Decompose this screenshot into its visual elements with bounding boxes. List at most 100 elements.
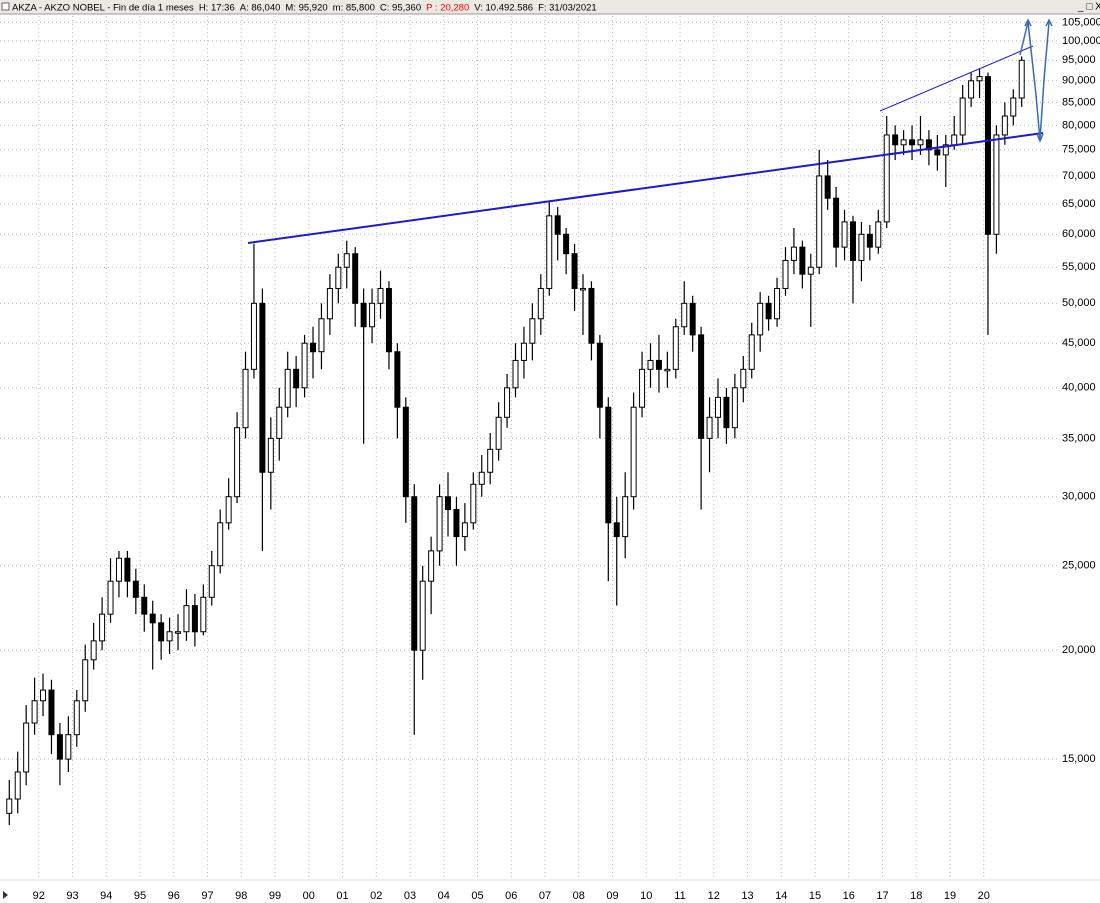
candle-body <box>115 557 122 582</box>
candle-body <box>428 550 435 582</box>
x-tick-label: 17 <box>876 890 888 902</box>
candle-body <box>48 689 55 736</box>
candle-body <box>731 387 738 429</box>
candle-body <box>208 565 215 598</box>
y-tick-label: 75,000 <box>1062 144 1096 156</box>
candle-body <box>487 448 494 473</box>
y-tick-label: 15,000 <box>1062 753 1096 765</box>
header-text: AKZA - AKZO NOBEL - Fin de día 1 meses H:… <box>12 2 597 13</box>
candle-body <box>655 359 662 370</box>
candle-body <box>799 246 806 275</box>
candle-body <box>512 359 519 389</box>
candle-body <box>866 233 873 248</box>
candle-body <box>318 318 325 353</box>
candle-body <box>369 302 376 328</box>
candle-body <box>23 722 30 773</box>
candle-body <box>183 605 190 633</box>
candle-body <box>875 221 882 248</box>
candle-body <box>807 266 814 275</box>
window-controls[interactable]: _ □ X <box>1077 2 1100 13</box>
y-tick-label: 45,000 <box>1062 337 1096 349</box>
y-tick-label: 80,000 <box>1062 119 1096 131</box>
candle-body <box>149 613 156 624</box>
x-tick-label: 00 <box>303 890 315 902</box>
x-tick-label: 18 <box>910 890 922 902</box>
y-tick-label: 95,000 <box>1062 54 1096 66</box>
candle-body <box>99 613 106 642</box>
candle-body <box>377 287 384 304</box>
header-field: C: 95,360 <box>380 2 421 13</box>
candle-body <box>470 483 477 524</box>
candle-body <box>402 406 409 498</box>
candle-body <box>73 700 80 736</box>
x-tick-label: 15 <box>809 890 821 902</box>
trend-line <box>247 132 1044 244</box>
candle-body <box>849 221 856 261</box>
header-icon <box>1 2 10 11</box>
candle-body <box>234 427 241 498</box>
candle-body <box>419 580 426 651</box>
candle-body <box>622 496 629 538</box>
y-tick-label: 30,000 <box>1062 491 1096 503</box>
candle-body <box>436 496 443 552</box>
candle-body <box>833 197 840 248</box>
candle-body <box>925 139 932 151</box>
y-tick-label: 85,000 <box>1062 96 1096 108</box>
candle-body <box>445 496 452 511</box>
y-tick-label: 100,000 <box>1062 35 1100 47</box>
candle-body <box>782 259 789 289</box>
candle-body <box>40 689 47 702</box>
candle-body <box>824 175 831 199</box>
candle-body <box>942 144 949 156</box>
x-tick-label: 11 <box>674 890 685 902</box>
candle-body <box>1018 59 1025 99</box>
x-tick-label: 13 <box>741 890 753 902</box>
candle-body <box>175 631 182 634</box>
x-tick-label: 92 <box>33 890 45 902</box>
candle-body <box>698 334 705 439</box>
scroll-button[interactable] <box>3 891 8 899</box>
candle-body <box>900 139 907 146</box>
header-title: AKZA - AKZO NOBEL - Fin de día 1 meses <box>12 2 194 13</box>
candle-body <box>14 771 21 800</box>
x-tick-label: 99 <box>269 890 281 902</box>
candle-body <box>765 302 772 320</box>
y-tick-label: 55,000 <box>1062 261 1096 273</box>
x-tick-label: 04 <box>438 890 450 902</box>
x-tick-label: 93 <box>66 890 78 902</box>
candle-body <box>461 522 468 538</box>
y-tick-label: 70,000 <box>1062 170 1096 182</box>
candle-body <box>917 139 924 146</box>
candle-body <box>740 368 747 389</box>
candle-body <box>984 76 991 235</box>
x-tick-label: 14 <box>775 890 787 902</box>
candle-body <box>934 149 941 156</box>
candle-body <box>748 334 755 370</box>
candle-body <box>90 640 97 661</box>
x-tick-label: 94 <box>100 890 112 902</box>
candle-body <box>310 342 317 353</box>
candle-body <box>385 287 392 353</box>
x-tick-label: 19 <box>944 890 956 902</box>
candle-body <box>723 396 730 429</box>
candle-body <box>605 406 612 524</box>
candle-body <box>529 318 536 344</box>
candle-body <box>681 302 688 328</box>
candle-body <box>56 734 63 760</box>
candle-body <box>858 233 865 261</box>
candle-body <box>242 368 249 429</box>
y-tick-label: 20,000 <box>1062 644 1096 656</box>
header-field: m: 85,800 <box>333 2 375 13</box>
candle-body <box>1010 97 1017 117</box>
candle-body <box>166 631 173 642</box>
candle-body <box>65 734 72 760</box>
header-field: F: 31/03/2021 <box>538 2 597 13</box>
candle-body <box>790 246 797 261</box>
candle-body <box>158 622 165 642</box>
candle-body <box>546 215 553 289</box>
candle-body <box>976 76 983 82</box>
candle-body <box>335 266 342 289</box>
x-tick-label: 97 <box>201 890 213 902</box>
